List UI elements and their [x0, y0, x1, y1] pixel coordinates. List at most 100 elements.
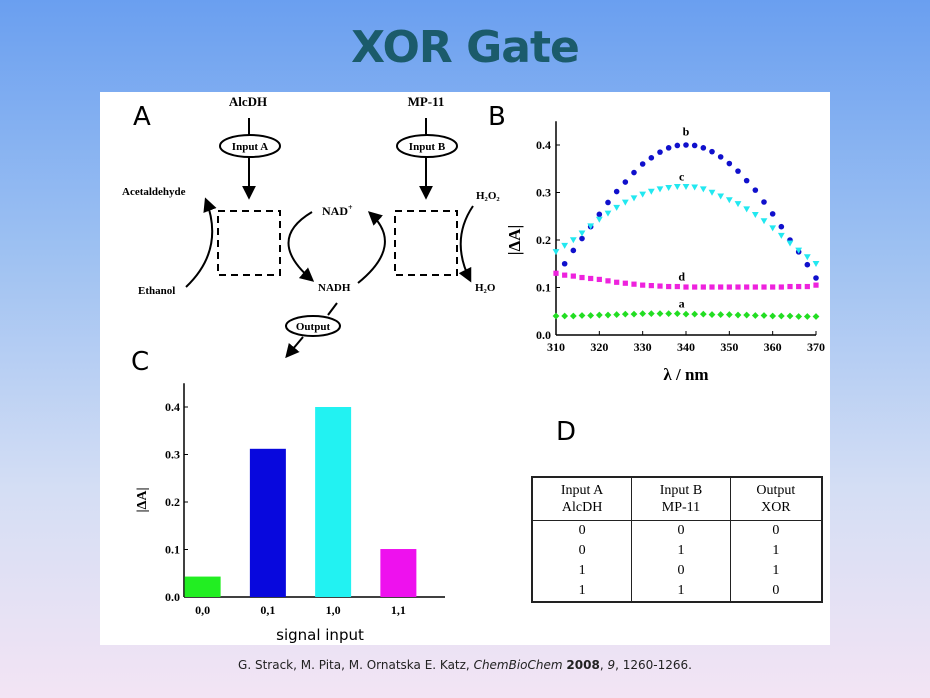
series-d-point	[570, 273, 576, 279]
y-tick-label: 0.2	[536, 233, 551, 247]
panel-letter-b: B	[488, 102, 506, 132]
x-tick-label: 350	[720, 340, 738, 354]
series-d-point	[631, 281, 637, 287]
alcdh-label: AlcDH	[229, 94, 267, 109]
series-a-point	[561, 312, 569, 320]
series-b-point	[778, 223, 785, 230]
series-c-point	[691, 184, 699, 191]
series-a-point	[604, 311, 612, 319]
series-b-point	[726, 160, 733, 167]
series-d-point	[657, 283, 663, 289]
series-b-point	[648, 155, 655, 161]
series-b-point	[743, 177, 750, 184]
x-tick-label: 320	[590, 340, 608, 354]
series-b-point	[691, 142, 698, 149]
series-label-a: a	[679, 296, 685, 310]
series-c-point	[769, 225, 777, 232]
nadh-to-nad-arrow	[357, 211, 386, 284]
series-b-point	[631, 169, 637, 176]
ethanol-label: Ethanol	[138, 285, 175, 297]
spectra-chart: 310 320 330 340 350 360 370 0.0 0.1 0.2 0.3 0.4 λ / …	[505, 121, 825, 384]
series-c-point	[734, 201, 742, 208]
series-a-point	[795, 313, 803, 320]
cell: 1	[729, 541, 822, 561]
x-tick-label: 330	[634, 340, 652, 354]
y-tick-label: 0.1	[536, 281, 551, 295]
panel-letter-c: C	[131, 347, 149, 377]
series-c-point	[647, 188, 655, 195]
series-c-point	[777, 232, 785, 239]
series-b-point	[709, 148, 715, 155]
enzyme-b-box	[394, 210, 458, 276]
x-tick-label: 0,1	[260, 603, 275, 617]
input-a-label: Input A	[232, 141, 268, 153]
series-c-point	[613, 204, 621, 211]
series-a-point	[665, 310, 673, 318]
citation: G. Strack, M. Pita, M. Ornatska E. Katz,…	[238, 658, 692, 672]
series-d-point	[804, 283, 810, 290]
series-a-point	[699, 310, 707, 318]
series-a-point	[587, 312, 595, 319]
h2o2-label: H₂O₂	[476, 190, 500, 202]
cell: 1	[729, 561, 822, 581]
series-c-point	[673, 184, 681, 190]
series-d-point	[596, 276, 602, 283]
series-c-point	[630, 195, 638, 202]
y-axis-label: |ΔA|	[135, 487, 150, 512]
series-b-point	[570, 247, 577, 254]
series-b-point	[561, 260, 568, 267]
panel-a-diagram: A AlcDH MP-11 Input A Input B Acetaldehy…	[122, 94, 500, 359]
series-d-point	[674, 283, 680, 290]
series-c-point	[682, 184, 690, 190]
series-c-point	[569, 237, 577, 244]
slide-title: XOR Gate	[351, 22, 580, 73]
ethanol-to-acetaldehyde-arrow	[185, 197, 217, 288]
cell: 0	[578, 543, 586, 558]
series-c-point	[760, 218, 768, 225]
series-a-point	[682, 310, 690, 318]
series-c-point	[621, 199, 629, 206]
series-d-point	[579, 274, 585, 281]
series-d-point	[813, 282, 819, 288]
series-d-point	[666, 283, 672, 290]
h2o-label: H₂O	[475, 282, 496, 294]
series-b-point	[700, 145, 707, 151]
series-d-point	[787, 283, 793, 290]
series-b-point	[717, 154, 724, 160]
output-line	[327, 302, 338, 316]
series-d-point	[648, 283, 654, 289]
output-label: Output	[296, 321, 331, 333]
series-c-point	[587, 223, 595, 230]
series-d-point	[778, 284, 784, 290]
series-d-point	[796, 283, 802, 290]
enzyme-a-box	[217, 210, 281, 276]
series-a-point	[751, 312, 759, 319]
series-a-point	[708, 311, 716, 318]
series-a-point	[595, 311, 603, 319]
cell: 0	[729, 520, 822, 541]
nad-to-nadh-arrow	[287, 211, 315, 282]
series-c-point	[795, 247, 803, 254]
bar-chart: 0.0 0.1 0.2 0.3 0.4 0,0 0,1 1,0 1,1 signal input |…	[135, 383, 445, 644]
x-tick-label: 1,0	[326, 603, 341, 617]
series-d-point	[622, 280, 628, 286]
cell: 0	[631, 561, 731, 581]
series-a-point	[734, 311, 742, 319]
series-b-point	[761, 199, 767, 205]
series-a-point	[760, 312, 768, 319]
panel-letter-d: D	[556, 417, 576, 447]
series-d-point	[683, 284, 689, 290]
series-a-point	[578, 312, 586, 319]
x-tick-label: 370	[807, 340, 825, 354]
series-c-point	[604, 210, 612, 217]
output-ellipse	[285, 315, 341, 337]
x-axis-label: λ / nm	[663, 365, 708, 384]
series-a-point	[786, 312, 794, 320]
series-b-point	[769, 211, 776, 217]
series-d-point	[588, 275, 594, 282]
input-b-label: Input B	[409, 141, 446, 153]
series-a-point	[673, 310, 681, 318]
series-b-point	[613, 188, 620, 195]
